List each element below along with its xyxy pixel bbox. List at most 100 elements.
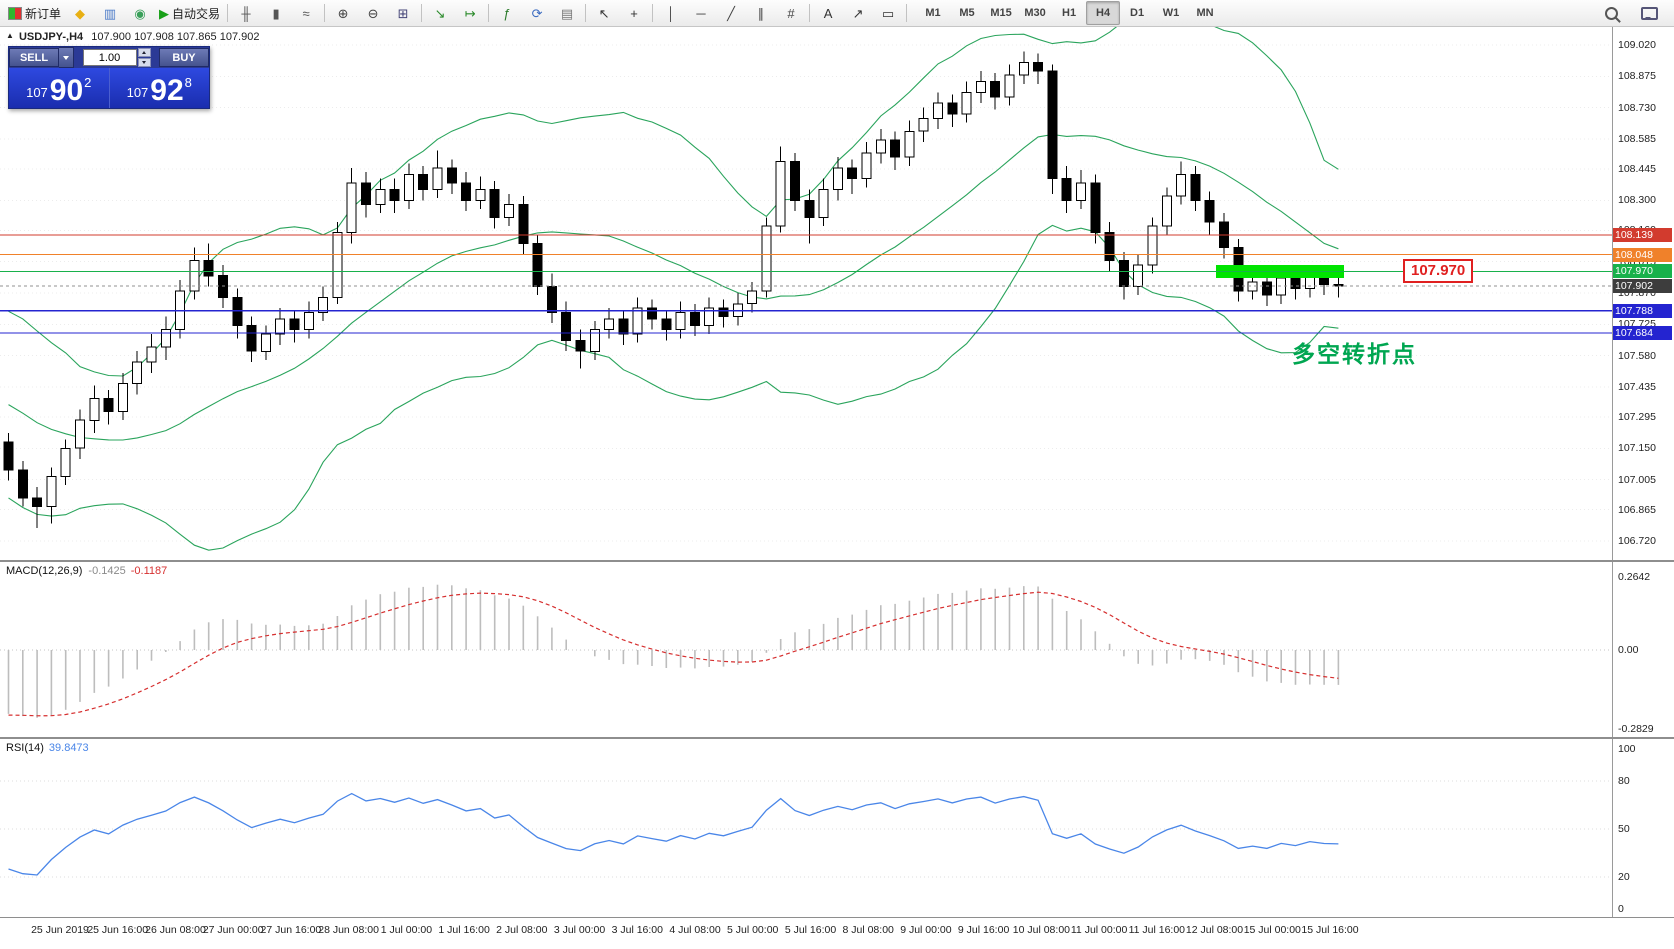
line-chart-mode-button[interactable]: ≈: [291, 1, 321, 25]
candle: [675, 311, 686, 331]
candle: [747, 290, 758, 305]
order-type-dropdown[interactable]: [59, 47, 74, 68]
candle: [446, 167, 457, 184]
arrow-tool-button[interactable]: ↗: [843, 1, 873, 25]
shapes-tool-icon: ▭: [881, 5, 895, 21]
candle: [704, 307, 715, 326]
buy-button[interactable]: BUY: [159, 48, 209, 67]
time-axis-label: 5 Jul 16:00: [784, 924, 837, 936]
macd-main-value: -0.1425: [88, 565, 126, 577]
templates-button[interactable]: ▤: [552, 1, 582, 25]
bar-chart-mode-button[interactable]: ╫: [231, 1, 261, 25]
text-tool-button[interactable]: A: [813, 1, 843, 25]
zoom-out-icon: ⊖: [367, 5, 379, 21]
timeframe-mn-button[interactable]: MN: [1196, 7, 1214, 19]
search-button[interactable]: [1596, 1, 1626, 25]
auto-scroll-button[interactable]: ↘: [425, 1, 455, 25]
volume-up-button[interactable]: [137, 48, 151, 57]
symbol-info: ▲ USDJPY-,H4 107.900 107.908 107.865 107…: [6, 31, 259, 43]
candlestick-mode-button[interactable]: ▮: [261, 1, 291, 25]
bar-chart-mode-icon: ╫: [241, 5, 251, 21]
rsi-canvas[interactable]: [0, 739, 1674, 917]
price-axis-label: 107.295: [1618, 410, 1656, 423]
zoom-out-button[interactable]: ⊖: [358, 1, 388, 25]
price-chart-canvas[interactable]: [0, 27, 1674, 560]
fibonacci-icon: #: [787, 5, 795, 21]
candle: [861, 152, 872, 180]
candle: [17, 469, 28, 499]
volume-stepper: [137, 48, 151, 67]
trendline-button[interactable]: ╱: [716, 1, 746, 25]
vertical-line-button[interactable]: │: [656, 1, 686, 25]
volume-input[interactable]: [82, 49, 137, 66]
volume-down-button[interactable]: [137, 58, 151, 67]
price-axis-label: 109.020: [1618, 39, 1656, 51]
periods-button[interactable]: ⟳: [522, 1, 552, 25]
candle: [647, 307, 657, 320]
time-axis-label: 25 Jun 2019: [31, 924, 89, 936]
time-axis-label: 4 Jul 08:00: [669, 924, 721, 936]
buy-price-big: 92: [150, 74, 184, 107]
time-axis-label: 3 Jul 00:00: [553, 924, 606, 936]
macd-canvas[interactable]: [0, 562, 1674, 737]
zoom-in-button[interactable]: ⊕: [328, 1, 358, 25]
candle: [1004, 74, 1015, 98]
market-watch-button[interactable]: ◆: [65, 1, 95, 25]
timeframe-h4-button[interactable]: H4: [1086, 1, 1121, 25]
chat-button[interactable]: [1634, 1, 1664, 25]
price-axis-label: 107.580: [1618, 349, 1656, 362]
price-callout-107970[interactable]: 107.970: [1403, 259, 1474, 283]
candle: [818, 189, 829, 218]
macd-axis-label: 0.00: [1618, 644, 1639, 656]
timeframe-d1-button[interactable]: D1: [1130, 7, 1145, 19]
channel-icon: ∥: [757, 5, 765, 21]
fibonacci-button[interactable]: #: [776, 1, 806, 25]
candle: [189, 260, 200, 292]
sell-price[interactable]: 107 90 2: [9, 68, 109, 108]
candle: [260, 333, 271, 352]
sell-price-prefix: 107: [26, 85, 48, 100]
horizontal-line-button[interactable]: ─: [686, 1, 716, 25]
shapes-tool-button[interactable]: ▭: [873, 1, 903, 25]
timeframe-h1-button[interactable]: H1: [1062, 7, 1077, 19]
indicators-button[interactable]: ƒ: [492, 1, 522, 25]
timeframe-m1-button[interactable]: M1: [925, 7, 941, 19]
new-order-button[interactable]: 新订单: [4, 1, 65, 25]
search-icon: [1604, 6, 1618, 20]
candle: [1161, 195, 1172, 227]
candle: [875, 139, 886, 154]
time-axis[interactable]: 25 Jun 2019 25 Jun 16:00 26 Jun 08:00 27 Ju…: [0, 917, 1674, 949]
timeframe-m5-button[interactable]: M5: [959, 7, 975, 19]
timeframe-m30-button[interactable]: M30: [1024, 7, 1046, 19]
candle: [661, 318, 672, 331]
crosshair-button[interactable]: +: [619, 1, 649, 25]
chart-shift-button[interactable]: ↦: [455, 1, 485, 25]
hline-price-tag: 107.970: [1613, 264, 1672, 279]
rsi-label: RSI(14) 39.8473: [6, 742, 89, 754]
auto-scroll-icon: ↘: [434, 5, 446, 21]
sell-button[interactable]: SELL: [9, 48, 59, 67]
cursor-button[interactable]: ↖: [589, 1, 619, 25]
data-window-button[interactable]: ▥: [95, 1, 125, 25]
candle: [1133, 264, 1144, 288]
channel-button[interactable]: ∥: [746, 1, 776, 25]
toolbar-separator: [488, 4, 490, 22]
navigator-button[interactable]: ◉: [125, 1, 155, 25]
arrow-tool-icon: ↗: [852, 5, 864, 21]
candle: [761, 225, 772, 292]
tile-windows-button[interactable]: ⊞: [388, 1, 418, 25]
candle: [146, 346, 157, 363]
candle: [1118, 260, 1129, 288]
buy-price[interactable]: 107 92 8: [110, 68, 210, 108]
time-axis-label: 1 Jul 16:00: [438, 924, 490, 936]
candle: [89, 398, 100, 421]
timeframe-w1-button[interactable]: W1: [1162, 7, 1180, 19]
time-axis-label: 26 Jun 08:00: [145, 924, 206, 936]
auto-trading-button[interactable]: ▶ 自动交易: [155, 1, 224, 25]
candle: [389, 189, 400, 201]
time-axis-label: 8 Jul 08:00: [842, 924, 894, 936]
trendline-icon: ╱: [727, 5, 735, 21]
price-axis-label: 108.585: [1618, 132, 1656, 145]
tile-windows-icon: ⊞: [397, 5, 409, 21]
timeframe-m15-button[interactable]: M15: [990, 7, 1012, 19]
